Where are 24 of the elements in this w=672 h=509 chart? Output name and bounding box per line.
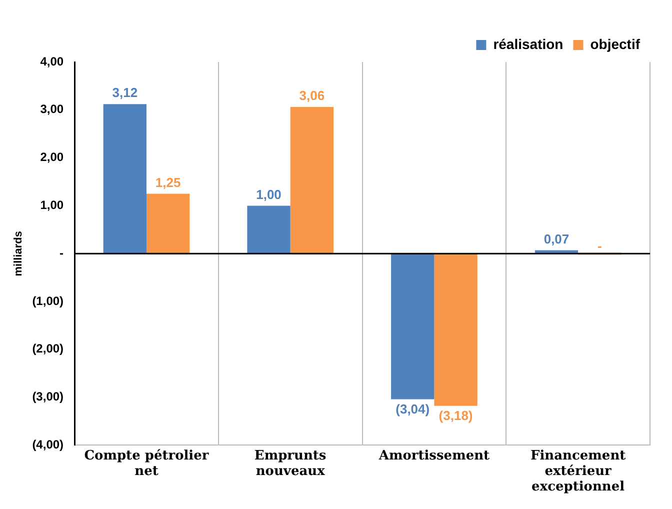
legend-label: réalisation — [493, 36, 564, 52]
data-label: - — [597, 238, 602, 254]
y-tick-label: (4,00) — [32, 438, 64, 452]
x-tick-label: Amortissement — [378, 448, 490, 464]
legend-label: objectif — [590, 36, 640, 52]
y-tick-label: 2,00 — [40, 150, 64, 164]
data-label: (3,04) — [396, 401, 430, 416]
data-label: 0,07 — [544, 231, 570, 246]
y-tick-label: 3,00 — [40, 102, 64, 116]
data-label: 1,00 — [256, 186, 282, 202]
x-tick-label: Compte pétrolier net — [84, 448, 209, 479]
data-label: 1,25 — [155, 174, 181, 190]
y-tick-label: (3,00) — [32, 390, 64, 404]
y-tick-label: (1,00) — [32, 294, 64, 308]
y-tick-label: (2,00) — [32, 342, 64, 356]
y-tick-label: 4,00 — [40, 54, 64, 68]
data-label: (3,18) — [438, 408, 473, 423]
y-axis-title: milliards — [12, 230, 25, 276]
y-tick-label: 1,00 — [40, 198, 64, 212]
x-tick-label: Financement extérieur exceptionnel — [530, 448, 626, 495]
y-tick-label: - — [60, 246, 64, 260]
x-tick-label: Emprunts nouveaux — [254, 448, 326, 479]
data-label: 3,06 — [299, 88, 325, 104]
data-label: 3,12 — [112, 85, 138, 100]
